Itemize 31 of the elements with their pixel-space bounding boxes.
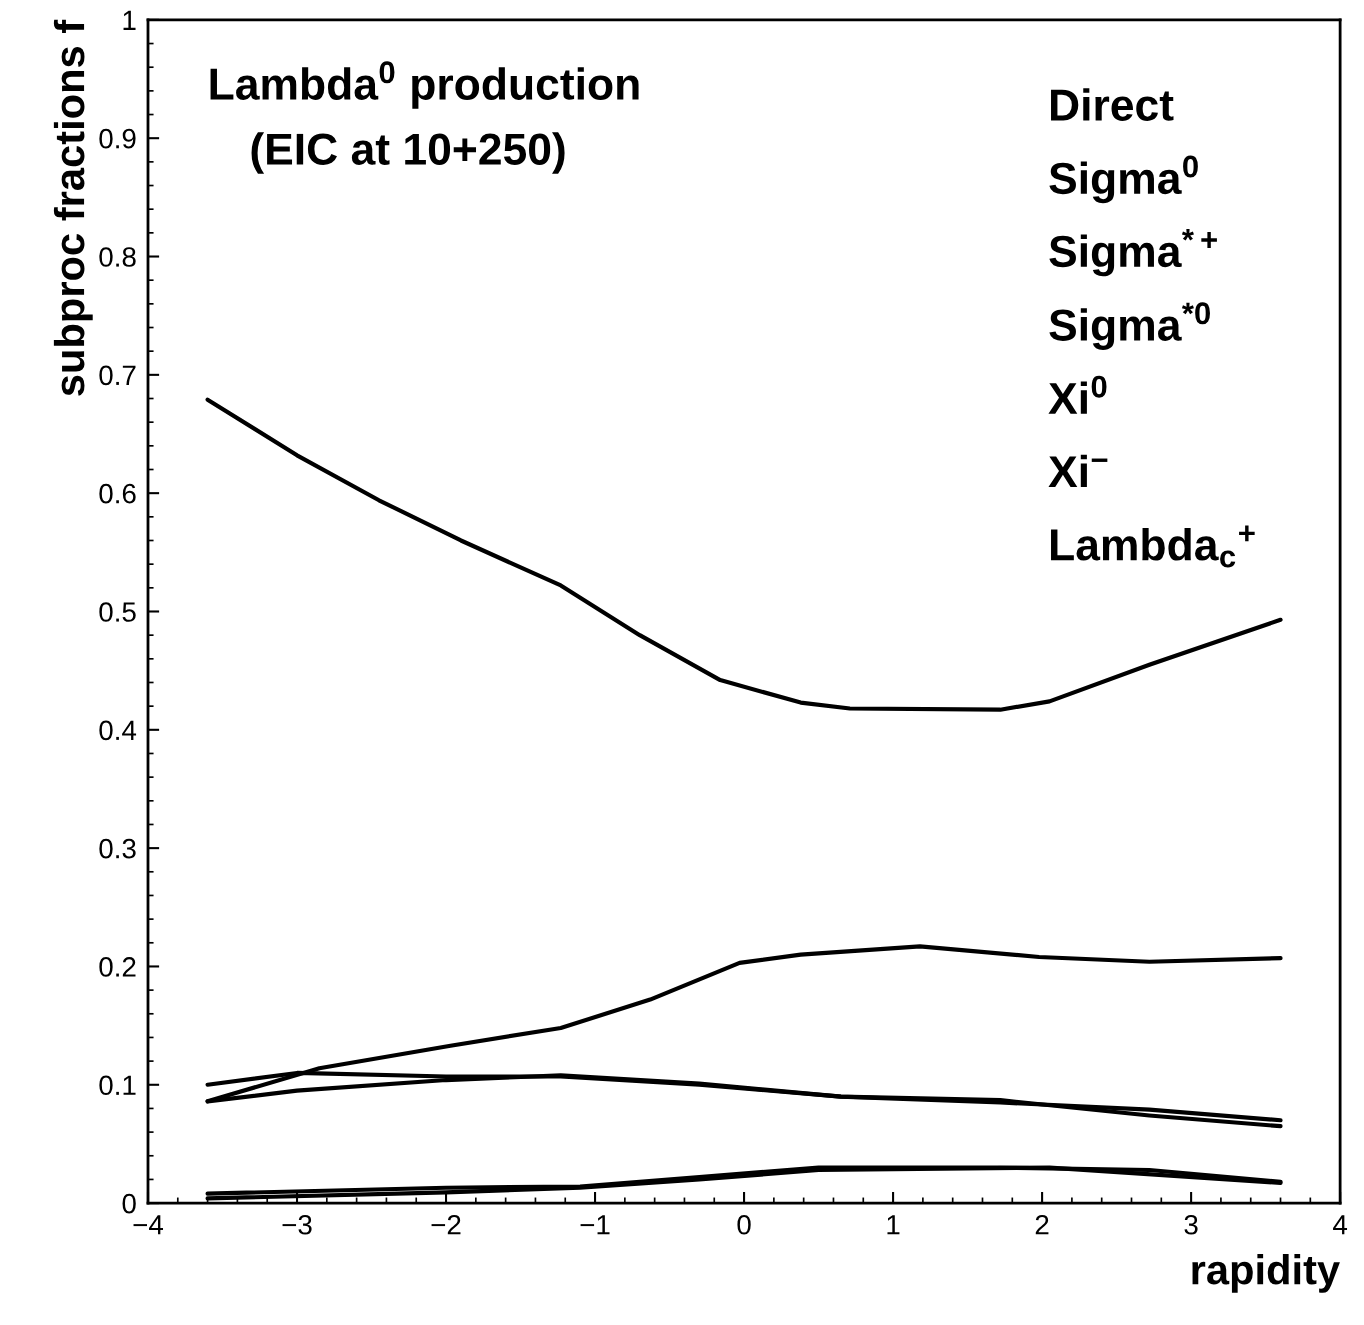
x-tick-label: 1 [887,1215,900,1235]
y-tick-label: 0.8 [99,247,136,267]
y-axis-title: subproc fractions f [53,19,93,396]
text: Lambda$^{0}$ production [210,61,639,109]
x-tick-label: 3 [1184,1214,1198,1235]
y-tick-label: 0.4 [99,720,137,741]
y-tick-label: 0.6 [99,483,136,504]
x-axis-title: rapidity [1192,1253,1340,1293]
y-tick-label: 0.9 [99,128,136,149]
y-tick-label: 0.5 [99,602,136,622]
y-tick-label: 0.1 [99,1075,136,1096]
y-tick-label: 0 [122,1193,136,1214]
annotation: Lambda$_{c}$$^{+}$ [1051,525,1255,568]
annotation: Xi$^{−}$ [1048,454,1108,488]
x-tick-label: 4 [1333,1215,1348,1235]
annotation: Sigma$^{*+}$ [1049,228,1217,277]
y-tick-label: 0.2 [99,957,136,977]
x-tick-label: −2 [431,1214,461,1235]
y-tick-label: 1 [123,10,136,30]
x-tick-label: −3 [282,1214,312,1235]
x-tick-label: 2 [1035,1214,1049,1235]
y-tick-label: 0.3 [99,838,136,859]
text: (EIC at 10+250) [251,132,565,174]
x-tick-label: −4 [133,1215,164,1235]
annotation: Sigma$^{*0}$ [1049,302,1210,350]
x-tick-label: −1 [580,1215,610,1235]
annotation: Direct [1051,88,1174,121]
x-tick-label: 0 [737,1214,751,1235]
annotation: Sigma$^{0}$ [1049,155,1198,204]
y-tick-label: 0.7 [99,365,136,386]
annotation: Xi$^{0}$ [1048,375,1107,414]
